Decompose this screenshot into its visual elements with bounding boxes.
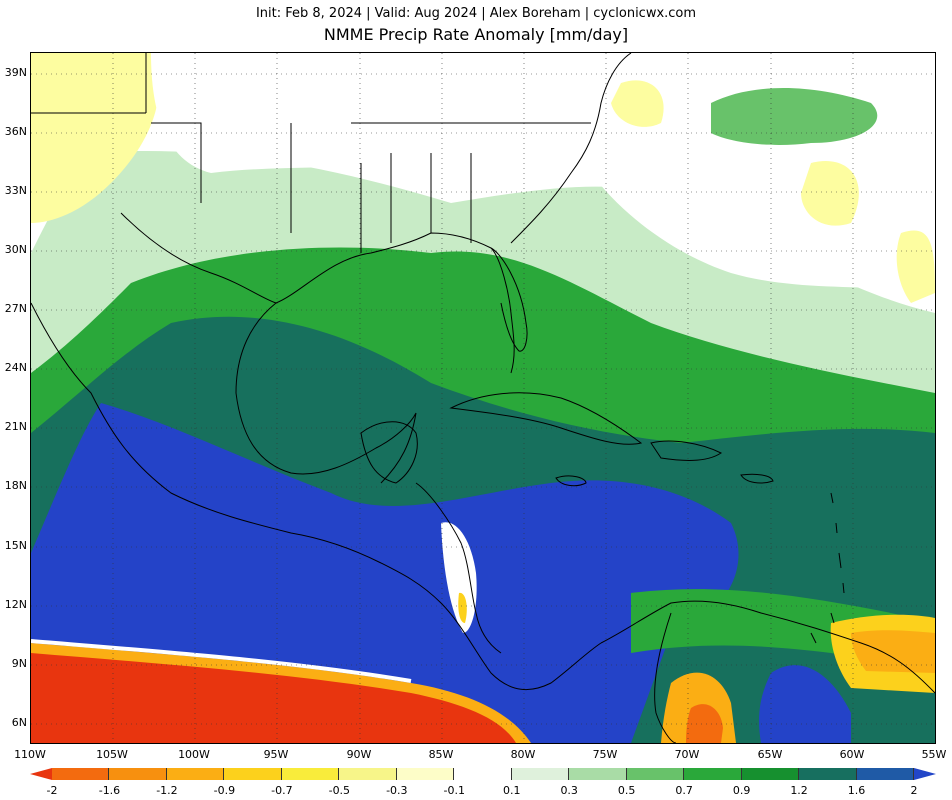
puerto-rico <box>740 473 774 484</box>
south-america-north-coast <box>600 600 935 694</box>
lon-label: 70W <box>674 748 700 761</box>
lon-label: 55W <box>921 748 947 761</box>
colorbar-tick-label: -0.7 <box>271 784 293 797</box>
colorbar-tick-label: 1.6 <box>847 784 866 797</box>
precip-anomaly-map <box>30 52 936 744</box>
hispaniola <box>650 440 722 461</box>
northwest-yellow <box>31 53 159 223</box>
northeast-white <box>591 91 935 293</box>
yucatan <box>360 421 418 484</box>
colorbar-tick-label: -0.9 <box>213 784 236 797</box>
red-band-white-edge <box>31 639 412 683</box>
colorbar-tick-label: -0.5 <box>328 784 351 797</box>
colorbar-tick-label: 2 <box>910 784 918 797</box>
cuba <box>449 392 643 445</box>
map-init-valid-credit: Init: Feb 8, 2024 | Valid: Aug 2024 | Al… <box>255 6 697 21</box>
lat-label: 27N <box>4 302 27 315</box>
colorbar-tick-label: -1.6 <box>98 784 121 797</box>
northeast-yellow-3 <box>896 230 935 303</box>
lat-label: 18N <box>4 479 27 492</box>
east-orange-patch <box>851 630 935 673</box>
northeast-green-blob <box>711 88 878 145</box>
lesser-antilles <box>810 492 845 644</box>
colorbar-tick-label: -1.2 <box>156 784 178 797</box>
colorbar-tick-label: 0.3 <box>560 784 578 797</box>
jamaica <box>555 475 587 487</box>
colorbar-tick-label: 0.1 <box>502 784 521 797</box>
lat-grid <box>31 73 935 725</box>
south-red-patch <box>686 704 723 743</box>
colorbar-cell <box>856 768 914 780</box>
colorbar-cell <box>52 768 110 780</box>
northeast-yellow-1 <box>611 80 664 127</box>
us-state-lines <box>31 53 591 253</box>
lon-label: 110W <box>14 748 46 761</box>
colorbar-cell <box>224 768 282 780</box>
mexico-west-coast <box>31 302 382 564</box>
colorbar <box>30 768 936 780</box>
colorbar-min-arrow <box>30 768 52 780</box>
colorbar-cell <box>396 768 455 780</box>
central-america-yellow <box>458 592 467 623</box>
lon-label: 105W <box>96 748 128 761</box>
colorbar-tick-label: 1.2 <box>790 784 808 797</box>
colorbar-tick-label: -0.3 <box>386 784 408 797</box>
gulf-coast <box>120 212 515 374</box>
colorbar-tick-label: 0.9 <box>732 784 751 797</box>
colorbar-tick-label: 0.7 <box>675 784 693 797</box>
map-title: NMME Precip Rate Anomaly [mm/day] <box>323 25 629 44</box>
colorbar-tick-label: 0.5 <box>617 784 636 797</box>
lat-label: 39N <box>4 66 27 79</box>
central-america-caribbean-coast <box>415 482 502 654</box>
lon-label: 100W <box>178 748 210 761</box>
lon-label: 65W <box>757 748 783 761</box>
lat-label: 6N <box>11 716 27 729</box>
lat-label: 33N <box>4 184 27 197</box>
lat-label: 12N <box>4 598 27 611</box>
colorbar-cell <box>684 768 742 780</box>
colorbar-cell <box>339 768 397 780</box>
mexico-gulf-coast <box>235 302 417 484</box>
map-canvas <box>31 53 935 743</box>
colorbar-tick-label: -2 <box>46 784 58 797</box>
south-america-inland <box>654 612 677 743</box>
red-band-core <box>31 653 516 743</box>
colorbar-cell <box>281 768 340 780</box>
lon-label: 80W <box>510 748 536 761</box>
colorbar-cell <box>741 768 800 780</box>
northwest-white <box>151 53 557 173</box>
northeast-yellow-2 <box>801 161 859 226</box>
lat-label: 9N <box>11 657 27 670</box>
colorbar-cell <box>569 768 627 780</box>
lon-label: 85W <box>428 748 454 761</box>
lon-label: 95W <box>263 748 289 761</box>
colorbar-cell <box>626 768 685 780</box>
lon-label: 90W <box>346 748 372 761</box>
colorbar-cell <box>166 768 225 780</box>
eastern-blue-patch <box>759 665 851 743</box>
colorbar-cell <box>454 768 512 780</box>
lat-label: 30N <box>4 243 27 256</box>
lat-label: 21N <box>4 420 27 433</box>
central-america-white-strip <box>441 522 477 633</box>
colorbar-cell <box>511 768 570 780</box>
atlantic-coast <box>510 53 632 244</box>
lon-grid <box>112 53 854 743</box>
colorbar-cell <box>799 768 857 780</box>
colorbar-tick-label: -0.1 <box>443 784 465 797</box>
lat-label: 36N <box>4 125 27 138</box>
florida <box>490 247 528 352</box>
central-america <box>380 562 602 691</box>
lat-label: 24N <box>4 361 27 374</box>
lon-label: 60W <box>839 748 865 761</box>
lon-label: 75W <box>592 748 618 761</box>
colorbar-cell <box>109 768 167 780</box>
coastlines <box>31 53 935 743</box>
lat-label: 15N <box>4 539 27 552</box>
colorbar-max-arrow <box>914 768 936 780</box>
